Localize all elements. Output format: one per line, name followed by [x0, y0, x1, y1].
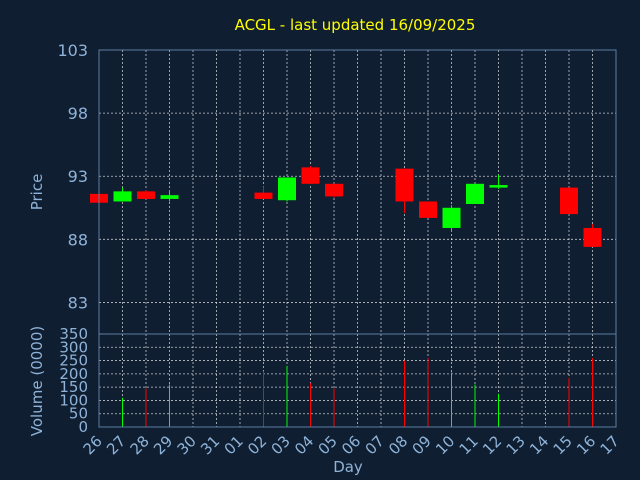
candle-body [442, 207, 461, 228]
price-tick-label: 98 [68, 104, 88, 123]
price-axis-label: Price [28, 174, 46, 211]
candle-body [560, 187, 578, 215]
chart-title: ACGL - last updated 16/09/2025 [235, 16, 476, 34]
candle-body [254, 192, 273, 199]
volume-panel-frame [98, 333, 617, 428]
candle-body [113, 191, 132, 202]
candle [560, 187, 578, 215]
price-tick-label: 83 [68, 293, 88, 312]
candle [325, 183, 343, 198]
volume-axis-label: Volume (0000) [28, 326, 46, 436]
price-y-ticks: 103 98 93 88 83 [57, 41, 88, 312]
price-tick-label: 93 [68, 167, 88, 186]
candle [278, 177, 296, 202]
candle [137, 190, 155, 199]
candle [113, 187, 132, 202]
candle [419, 201, 437, 218]
candle [466, 183, 484, 204]
x-axis-label: Day [333, 458, 363, 476]
candle-body [160, 195, 179, 199]
volume-tick-label: 300 [59, 338, 88, 356]
volume-bars [122, 357, 593, 427]
candle [442, 205, 461, 232]
candle-body [583, 227, 602, 247]
candle-body [325, 183, 343, 197]
volume-tick-label: 50 [69, 405, 88, 423]
candle-body [466, 183, 484, 204]
candle-body [395, 168, 414, 202]
candle [254, 186, 273, 199]
volume-tick-label: 200 [59, 365, 88, 383]
volume-tick-label: 0 [78, 418, 88, 436]
candle [583, 224, 602, 247]
candle-body [278, 177, 296, 201]
volume-tick-label: 150 [59, 378, 88, 396]
candle-body [419, 201, 437, 218]
volume-tick-label: 250 [59, 352, 88, 370]
price-tick-label: 88 [68, 230, 88, 249]
candle [489, 174, 508, 189]
x-ticks: 2627282930310102030405060708091011121314… [80, 432, 623, 458]
candle [160, 190, 179, 202]
volume-tick-label: 100 [59, 391, 88, 409]
volume-tick-label: 350 [59, 325, 88, 343]
candle-body [301, 167, 320, 184]
candle [395, 168, 414, 213]
price-tick-label: 103 [57, 41, 88, 60]
candle [301, 166, 320, 184]
candle-body [137, 191, 155, 199]
candle-body [489, 185, 508, 188]
